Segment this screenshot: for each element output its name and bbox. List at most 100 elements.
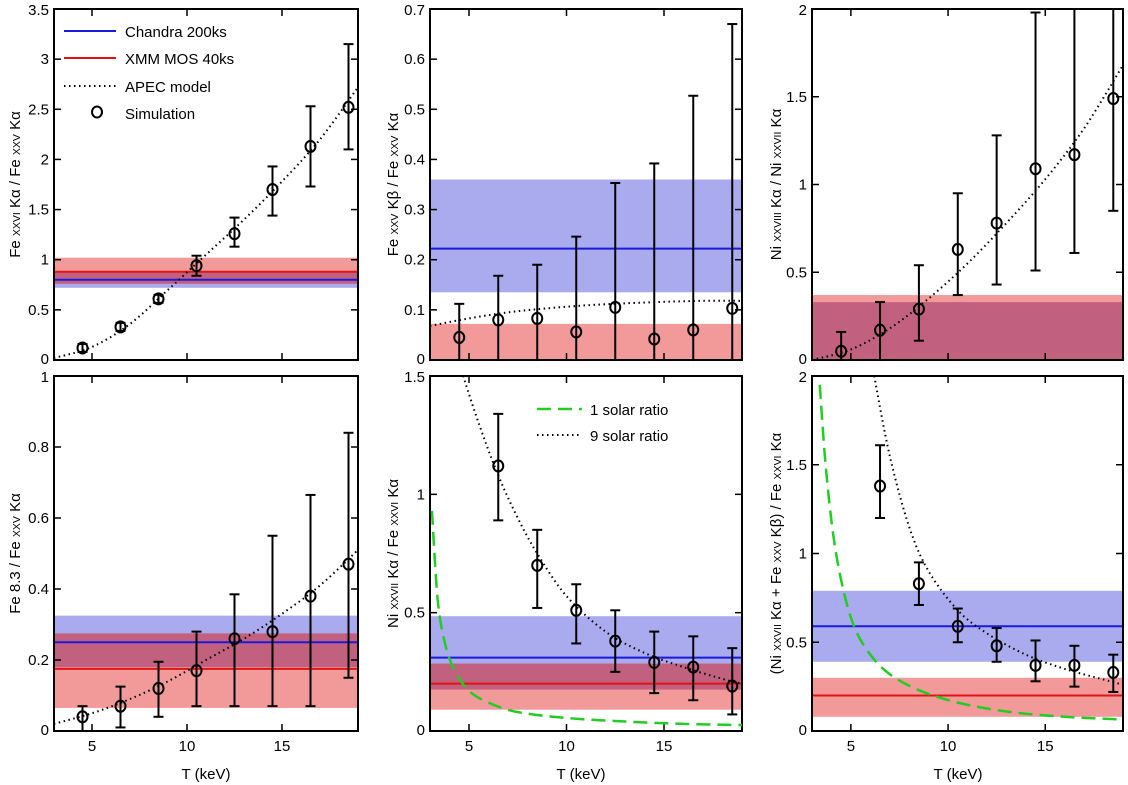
simulation-point [648, 655, 661, 669]
y-tick-label: 0 [41, 351, 49, 368]
simulation-point [76, 710, 89, 724]
simulation-point [570, 325, 583, 339]
y-tick-label: 0.5 [404, 101, 425, 118]
x-tick-label: 15 [274, 738, 291, 755]
model-curve [54, 86, 358, 359]
y-tick-label: 0 [41, 722, 49, 739]
simulation-point [726, 679, 739, 693]
y-tick-label: 2 [41, 151, 49, 168]
y-tick-label: 2 [799, 369, 807, 386]
simulation-point [1107, 92, 1120, 106]
legend-apec-label: APEC model [125, 79, 211, 96]
y-tick-label: 1.5 [786, 457, 807, 474]
plot-frame [53, 375, 359, 732]
y-axis-label: Ni XXVII Kα / Fe XXVI Kα [385, 479, 402, 628]
y-tick-label: 0.7 [404, 2, 425, 19]
y-tick-label: 0.2 [404, 252, 425, 269]
simulation-point [531, 558, 544, 572]
xmm-band [430, 323, 742, 360]
simulation-point [726, 301, 739, 315]
x-tick-label: 5 [465, 738, 473, 755]
curves-panel-2 [430, 299, 742, 327]
x-tick-label: 5 [847, 738, 855, 755]
axes-panel-6 [811, 375, 1124, 732]
overlap-band [54, 271, 358, 284]
simulation-point [453, 330, 466, 344]
simulation-point [609, 634, 622, 648]
y-tick-label: 1 [799, 177, 807, 194]
simulation-point [570, 603, 583, 617]
y-axis-label: Fe XXVI Kα / Fe XXV Kα [7, 111, 24, 258]
simulation-point [492, 313, 505, 327]
axes-panel-5 [429, 375, 743, 732]
simulation-point [912, 302, 925, 316]
y-axis-label: Ni XXVIII Kα / Ni XXVII Kα [768, 108, 785, 260]
simulation-point [951, 619, 964, 633]
bands-panel-6 [812, 590, 1123, 717]
x-axis-label-2: T (keV) [557, 766, 606, 783]
y-tick-label: 3 [41, 51, 49, 68]
y-tick-label: 1.5 [404, 369, 425, 386]
bands-panel-2 [430, 179, 742, 360]
legend-sim-label: Simulation [125, 106, 195, 123]
simulation-point [190, 664, 203, 678]
simulation-point [1068, 658, 1081, 672]
plot-frame [53, 8, 359, 361]
axes-panel-2 [429, 8, 743, 361]
y-tick-label: 0.6 [404, 51, 425, 68]
simulation-point [152, 292, 165, 306]
y-tick-label: 0.1 [404, 302, 425, 319]
simulation-point [190, 259, 203, 273]
curves-panel-4 [54, 549, 358, 725]
simulation-point [1029, 162, 1042, 176]
curves-panel-6 [818, 376, 1123, 721]
x-tick-label: 10 [558, 738, 575, 755]
simulation-point [114, 320, 127, 334]
simulation-point [152, 681, 165, 695]
simulation-point [1068, 148, 1081, 162]
simulation-point [1107, 665, 1120, 679]
simulation-panel-6 [874, 444, 1120, 693]
curves-panel-3 [812, 64, 1123, 360]
simulation-panel-1 [76, 43, 355, 355]
overlap-band [54, 633, 358, 668]
simulation-point [342, 557, 355, 571]
simulation-point [531, 311, 544, 325]
axes-panel-1 [53, 8, 359, 361]
y-axis-label: Fe 8.3 / Fe XXV Kα [7, 493, 24, 614]
y-tick-label: 0 [417, 722, 425, 739]
simulation-point [990, 216, 1003, 230]
y-tick-label: 0.6 [28, 510, 49, 527]
simulation-point [304, 139, 317, 153]
bands-panel-1 [54, 257, 358, 288]
chandra-band [430, 179, 742, 293]
bands-panel-3 [812, 295, 1123, 360]
xmm-band [812, 677, 1123, 717]
legend-xmm-label: XMM MOS 40ks [125, 51, 234, 68]
model-curve [430, 299, 742, 327]
plot-frame [429, 375, 743, 732]
simulation-point [951, 242, 964, 256]
x-tick-label: 10 [179, 738, 196, 755]
points-layer [76, 9, 1120, 731]
y-tick-label: 2.5 [28, 101, 49, 118]
simulation-panel-2 [453, 23, 739, 360]
simulation-point [304, 589, 317, 603]
simulation-point [228, 227, 241, 241]
labels-layer: 0 0.5 1 1.5 2 2.5 3 3.5 Fe XXVI Kα / Fe XXV Kα 0 0… [7, 2, 1054, 755]
x-tick-label: 15 [1037, 738, 1054, 755]
simulation-point [76, 341, 89, 355]
solar1-curve [430, 510, 742, 727]
legend-chandra-label: Chandra 200ks [125, 24, 227, 41]
model-curve [54, 549, 358, 725]
y-axis-label: (Ni XXVII Kα + Fe XXV Kβ) / Fe XXVI Kα [768, 432, 785, 674]
x-tick-label: 15 [656, 738, 673, 755]
y-tick-label: 0.5 [28, 302, 49, 319]
y-tick-label: 0.3 [404, 202, 425, 219]
overlap-band [430, 663, 742, 690]
y-tick-label: 0.2 [28, 652, 49, 669]
simulation-panel-4 [76, 431, 355, 731]
y-tick-label: 0.5 [404, 605, 425, 622]
y-tick-label: 0.5 [786, 634, 807, 651]
